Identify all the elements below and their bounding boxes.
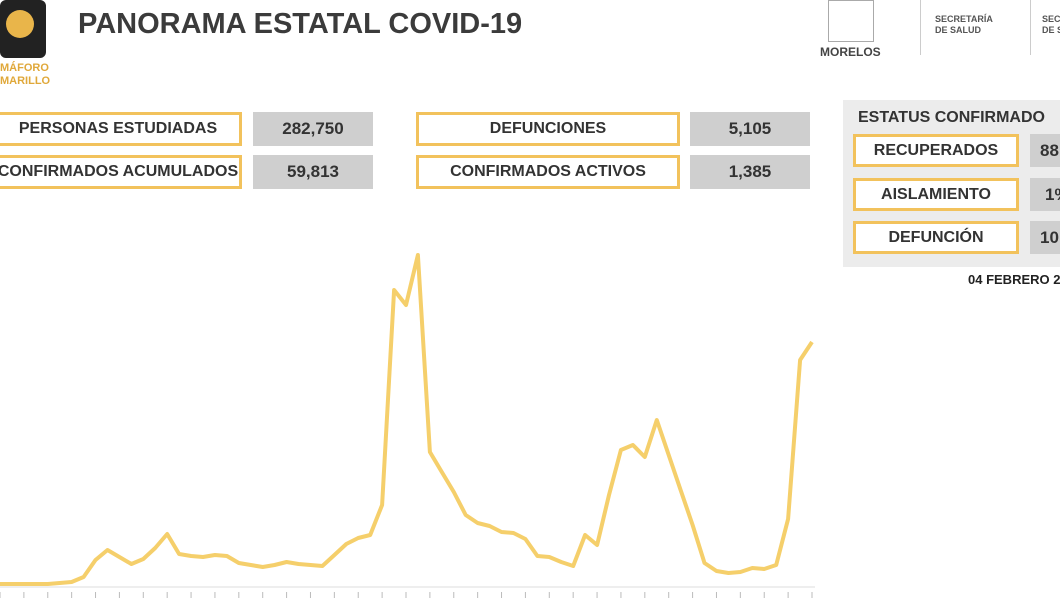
stat-value: 59,813 xyxy=(253,155,373,189)
agency: DE SALUD xyxy=(935,25,982,35)
stat-value: 1,385 xyxy=(690,155,810,189)
state-name: MORELOS xyxy=(820,45,881,59)
status-title: ESTATUS CONFIRMADO xyxy=(858,109,1045,126)
status-label: AISLAMIENTO xyxy=(853,178,1019,211)
line xyxy=(0,253,814,586)
title: PANORAMA ESTATAL COVID-19 xyxy=(78,8,523,40)
logo-text: MARILLO xyxy=(0,75,51,87)
date: 04 FEBRERO 2 xyxy=(968,272,1060,287)
status-value: 1% xyxy=(1030,178,1060,211)
emblem xyxy=(828,0,874,42)
stat-label: CONFIRMADOS ACTIVOS xyxy=(416,155,680,189)
stat-value: 282,750 xyxy=(253,112,373,146)
agency: DE S xyxy=(1042,25,1060,35)
status-value: 10 xyxy=(1030,221,1060,254)
stat-label: DEFUNCIONES xyxy=(416,112,680,146)
stat-value: 5,105 xyxy=(690,112,810,146)
logo xyxy=(0,0,46,58)
status-label: RECUPERADOS xyxy=(853,134,1019,167)
status-label: DEFUNCIÓN xyxy=(853,221,1019,254)
status-value: 88 xyxy=(1030,134,1060,167)
stat-label: PERSONAS ESTUDIADAS xyxy=(0,112,242,146)
agency: SECRE xyxy=(1042,14,1060,24)
status-panel: ESTATUS CONFIRMADO RECUPERADOS 88 AISLAM… xyxy=(843,100,1060,267)
agency: SECRETARÍA xyxy=(935,14,993,24)
logo-text: MÁFORO xyxy=(0,62,49,74)
stat-label: CONFIRMADOS ACUMULADOS xyxy=(0,155,242,189)
